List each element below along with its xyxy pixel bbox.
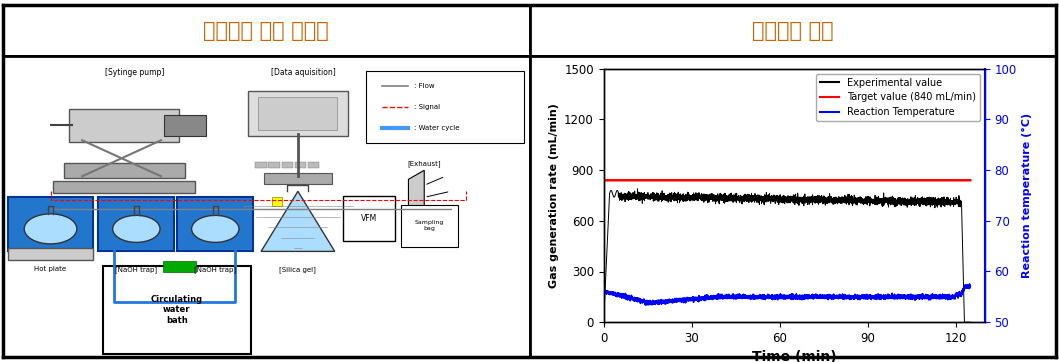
- Bar: [97, 197, 175, 252]
- FancyBboxPatch shape: [308, 163, 320, 168]
- FancyBboxPatch shape: [294, 163, 306, 168]
- Text: 성능평가 장치 구성도: 성능평가 장치 구성도: [203, 21, 329, 41]
- Bar: [8, 197, 92, 252]
- Text: Hot plate: Hot plate: [35, 266, 67, 273]
- FancyBboxPatch shape: [69, 109, 179, 142]
- Text: [Exhaust]: [Exhaust]: [408, 160, 441, 167]
- Bar: [177, 197, 253, 252]
- Y-axis label: Reaction temperature (°C): Reaction temperature (°C): [1022, 113, 1033, 278]
- Text: [Silica gel]: [Silica gel]: [280, 266, 317, 273]
- X-axis label: Time (min): Time (min): [752, 350, 837, 362]
- Circle shape: [112, 215, 160, 243]
- FancyBboxPatch shape: [268, 163, 280, 168]
- Text: Circulating
water
bath: Circulating water bath: [150, 295, 203, 325]
- FancyBboxPatch shape: [343, 196, 395, 241]
- FancyBboxPatch shape: [264, 173, 333, 184]
- Bar: [198, 197, 209, 206]
- Y-axis label: Gas generation rate (mL/min): Gas generation rate (mL/min): [549, 103, 558, 288]
- Legend: Experimental value, Target value (840 mL/min), Reaction Temperature: Experimental value, Target value (840 mL…: [816, 73, 980, 121]
- FancyBboxPatch shape: [366, 71, 524, 143]
- FancyBboxPatch shape: [258, 97, 338, 130]
- FancyBboxPatch shape: [53, 181, 195, 193]
- Circle shape: [24, 214, 77, 244]
- Text: VFM: VFM: [361, 214, 377, 223]
- FancyBboxPatch shape: [164, 115, 205, 136]
- Bar: [124, 197, 134, 206]
- Polygon shape: [262, 191, 335, 252]
- Bar: [8, 248, 92, 260]
- Text: 성능평가 결과: 성능평가 결과: [752, 21, 833, 41]
- FancyBboxPatch shape: [64, 163, 184, 178]
- FancyBboxPatch shape: [103, 266, 251, 354]
- FancyBboxPatch shape: [400, 205, 459, 247]
- Text: [NaOH trap]: [NaOH trap]: [115, 266, 158, 273]
- Text: [NaOH trap]: [NaOH trap]: [194, 266, 236, 273]
- Text: [Sytinge pump]: [Sytinge pump]: [105, 68, 164, 77]
- Circle shape: [192, 215, 239, 243]
- Text: [Data aquisition]: [Data aquisition]: [271, 68, 336, 77]
- FancyBboxPatch shape: [163, 261, 196, 272]
- FancyBboxPatch shape: [255, 163, 267, 168]
- Polygon shape: [409, 170, 425, 224]
- FancyBboxPatch shape: [248, 90, 348, 136]
- Bar: [46, 197, 56, 206]
- Text: : Water cycle: : Water cycle: [414, 125, 460, 131]
- Bar: [271, 197, 282, 206]
- FancyBboxPatch shape: [282, 163, 293, 168]
- Text: : Flow: : Flow: [414, 83, 434, 89]
- Text: Sampling
bag: Sampling bag: [415, 220, 444, 231]
- Text: : Signal: : Signal: [414, 104, 439, 110]
